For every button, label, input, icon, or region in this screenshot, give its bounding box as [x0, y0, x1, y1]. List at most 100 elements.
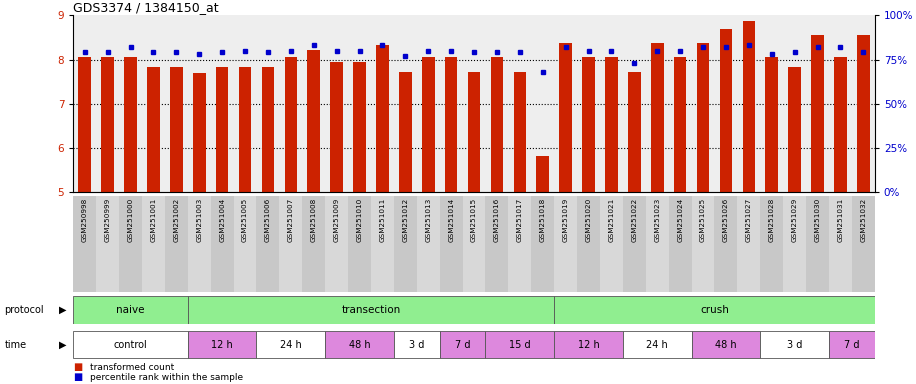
Bar — [554, 296, 875, 324]
Text: GSM251020: GSM251020 — [585, 198, 592, 242]
Bar — [256, 196, 279, 292]
Text: 7 d: 7 d — [845, 339, 859, 350]
Text: control: control — [114, 339, 147, 350]
Text: GSM251010: GSM251010 — [356, 198, 363, 242]
Bar — [485, 196, 508, 292]
Text: GSM251004: GSM251004 — [219, 198, 225, 242]
Text: GSM251021: GSM251021 — [608, 198, 615, 242]
Bar — [445, 57, 457, 192]
Text: GSM251016: GSM251016 — [494, 198, 500, 242]
Bar — [285, 57, 297, 192]
Bar — [422, 57, 434, 192]
Bar — [239, 68, 251, 192]
Bar — [468, 72, 480, 192]
Bar — [394, 196, 417, 292]
Bar — [119, 196, 142, 292]
Text: 48 h: 48 h — [715, 339, 736, 350]
Bar — [514, 72, 526, 192]
Bar — [646, 196, 669, 292]
Bar — [256, 331, 325, 359]
Text: GSM251017: GSM251017 — [517, 198, 523, 242]
Bar — [394, 331, 440, 359]
Text: naive: naive — [116, 305, 145, 315]
Text: GSM251006: GSM251006 — [265, 198, 271, 242]
Text: 12 h: 12 h — [578, 339, 599, 350]
Bar — [73, 296, 188, 324]
Text: time: time — [5, 339, 27, 350]
Bar — [531, 196, 554, 292]
Text: 24 h: 24 h — [647, 339, 668, 350]
Text: GSM251005: GSM251005 — [242, 198, 248, 242]
Text: GSM251031: GSM251031 — [837, 198, 844, 242]
Bar — [852, 196, 875, 292]
Bar — [331, 62, 343, 192]
Bar — [623, 196, 646, 292]
Bar — [743, 21, 755, 192]
Bar — [188, 196, 211, 292]
Bar — [697, 43, 709, 192]
Text: GSM251011: GSM251011 — [379, 198, 386, 242]
Bar — [216, 68, 228, 192]
Text: 3 d: 3 d — [787, 339, 802, 350]
Bar — [720, 30, 732, 192]
Bar — [760, 196, 783, 292]
Bar — [508, 196, 531, 292]
Bar — [692, 331, 760, 359]
Bar — [79, 57, 91, 192]
Text: GSM250998: GSM250998 — [82, 198, 88, 242]
Bar — [279, 196, 302, 292]
Bar — [857, 35, 869, 192]
Text: GSM251012: GSM251012 — [402, 198, 409, 242]
Text: GSM251025: GSM251025 — [700, 198, 706, 242]
Text: 7 d: 7 d — [455, 339, 470, 350]
Bar — [302, 196, 325, 292]
Bar — [577, 196, 600, 292]
Bar — [560, 43, 572, 192]
Text: transection: transection — [342, 305, 400, 315]
Bar — [234, 196, 256, 292]
Text: GSM251008: GSM251008 — [311, 198, 317, 242]
Text: GSM251007: GSM251007 — [288, 198, 294, 242]
Text: percentile rank within the sample: percentile rank within the sample — [90, 373, 243, 382]
Text: 3 d: 3 d — [409, 339, 424, 350]
Text: GSM251029: GSM251029 — [791, 198, 798, 242]
Bar — [102, 57, 114, 192]
Text: GSM251015: GSM251015 — [471, 198, 477, 242]
Text: GSM251018: GSM251018 — [540, 198, 546, 242]
Bar — [829, 331, 875, 359]
Text: ▶: ▶ — [59, 305, 66, 315]
Text: crush: crush — [700, 305, 729, 315]
Bar — [371, 196, 394, 292]
Bar — [829, 196, 852, 292]
Text: ▶: ▶ — [59, 339, 66, 350]
Bar — [170, 68, 182, 192]
Bar — [554, 331, 623, 359]
Bar — [376, 45, 388, 192]
Bar — [417, 196, 440, 292]
Text: ■: ■ — [73, 362, 82, 372]
Text: GSM251023: GSM251023 — [654, 198, 660, 242]
Bar — [554, 196, 577, 292]
Bar — [623, 331, 692, 359]
Bar — [165, 196, 188, 292]
Bar — [325, 331, 394, 359]
Bar — [812, 35, 823, 192]
Bar — [211, 196, 234, 292]
Bar — [491, 57, 503, 192]
Bar — [674, 57, 686, 192]
Bar — [348, 196, 371, 292]
Text: GSM251009: GSM251009 — [333, 198, 340, 242]
Bar — [485, 331, 554, 359]
Bar — [354, 62, 365, 192]
Bar — [692, 196, 714, 292]
Bar — [193, 73, 205, 192]
Bar — [760, 331, 829, 359]
Text: GSM251024: GSM251024 — [677, 198, 683, 242]
Bar — [737, 196, 760, 292]
Bar — [147, 68, 159, 192]
Text: GSM251030: GSM251030 — [814, 198, 821, 242]
Bar — [714, 196, 737, 292]
Bar — [600, 196, 623, 292]
Text: GDS3374 / 1384150_at: GDS3374 / 1384150_at — [73, 1, 219, 14]
Text: GSM251013: GSM251013 — [425, 198, 431, 242]
